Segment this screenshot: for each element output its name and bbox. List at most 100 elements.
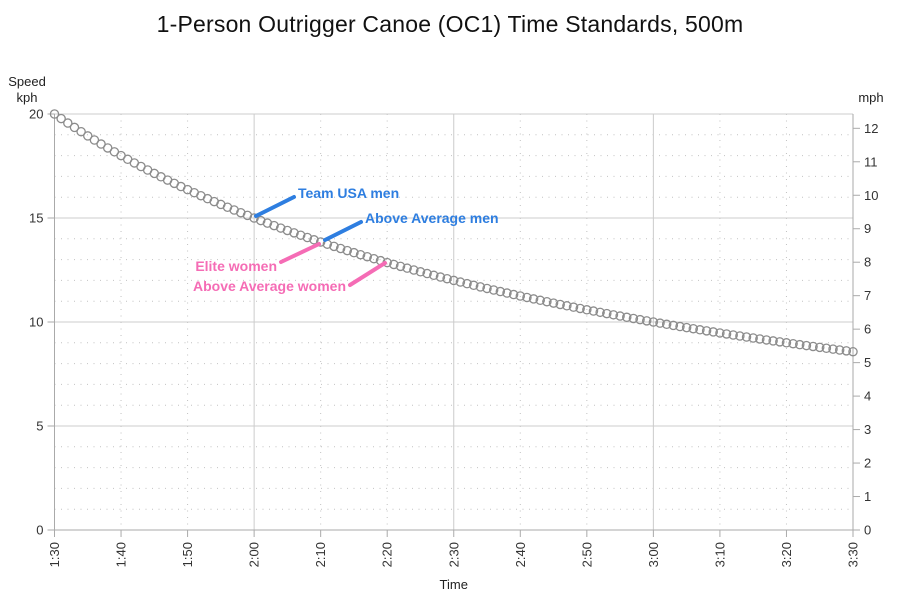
y-right-tick-label: 5: [864, 355, 871, 370]
data-point: [768, 336, 778, 346]
data-point: [455, 277, 466, 287]
data-point: [675, 321, 685, 332]
data-point: [602, 308, 612, 319]
y-right-tick-label: 9: [864, 221, 871, 236]
y-left-tick-label: 0: [36, 523, 43, 538]
data-point: [289, 228, 299, 238]
data-point: [395, 261, 406, 272]
data-point: [256, 215, 266, 226]
data-point: [415, 267, 426, 277]
data-point: [515, 291, 526, 301]
y-right-tick-label: 4: [864, 389, 871, 404]
data-point: [295, 230, 306, 240]
annotation-above-average-women-label: Above Average women: [193, 278, 346, 294]
data-point: [622, 312, 632, 323]
data-point: [715, 328, 725, 338]
annotation-elite-women-label: Elite women: [195, 258, 277, 274]
x-tick-label: 2:00: [247, 542, 262, 567]
annotation-elite-women-leader-line: [279, 242, 321, 264]
data-point: [834, 345, 845, 355]
data-point: [275, 223, 286, 233]
data-point: [422, 268, 432, 279]
data-point: [508, 289, 519, 300]
data-point: [575, 303, 585, 314]
x-tick-label: 2:50: [579, 542, 594, 567]
data-point: [641, 316, 652, 326]
data-point: [562, 301, 572, 311]
data-point: [468, 280, 479, 291]
data-point: [409, 265, 419, 275]
data-point: [475, 282, 486, 292]
data-point: [429, 270, 439, 281]
y-left-tick-label: 20: [29, 107, 43, 122]
x-tick-label: 3:30: [846, 542, 861, 567]
data-point: [315, 237, 326, 247]
data-point: [495, 286, 506, 297]
data-point: [801, 340, 812, 351]
data-point: [708, 327, 719, 337]
y-left-tick-label: 10: [29, 315, 43, 330]
data-point: [335, 243, 346, 254]
data-point: [528, 294, 539, 304]
data-point: [342, 245, 353, 256]
data-point: [688, 323, 699, 334]
data-point: [781, 338, 792, 348]
y-right-axis-title-mph: mph: [858, 90, 883, 105]
data-point: [249, 213, 259, 223]
y-right-tick-label: 6: [864, 322, 871, 337]
data-point: [695, 325, 705, 335]
x-axis-title-time: Time: [440, 577, 468, 592]
data-point: [76, 126, 86, 137]
data-point: [63, 118, 73, 128]
y-right-tick-label: 10: [864, 188, 878, 203]
data-point: [701, 326, 712, 336]
y-right-tick-label: 0: [864, 523, 871, 538]
y-right-tick-label: 1: [864, 489, 871, 504]
y-right-tick-label: 7: [864, 288, 871, 303]
data-point: [269, 220, 279, 231]
data-point: [821, 343, 832, 354]
data-point: [49, 109, 60, 119]
data-point: [369, 253, 379, 264]
chart-title: 1-Person Outrigger Canoe (OC1) Time Stan…: [156, 11, 744, 37]
data-point: [661, 319, 672, 330]
data-point: [542, 296, 552, 307]
data-point: [628, 313, 639, 324]
data-point: [588, 306, 599, 316]
data-point: [83, 131, 93, 141]
data-point: [608, 310, 619, 320]
data-point: [741, 332, 752, 342]
data-point: [668, 320, 679, 331]
data-point: [548, 298, 559, 308]
annotation-team-usa-men-leader-line: [254, 195, 296, 218]
y-right-tick-label: 2: [864, 456, 871, 471]
x-tick-label: 1:50: [180, 542, 195, 567]
data-point: [568, 302, 579, 312]
x-tick-label: 3:20: [779, 542, 794, 567]
data-point: [648, 317, 659, 327]
x-tick-label: 2:20: [380, 542, 395, 567]
data-point: [655, 318, 665, 328]
data-point: [402, 263, 412, 273]
data-point: [535, 295, 546, 306]
data-point: [755, 334, 765, 344]
data-point: [735, 331, 745, 341]
x-tick-label: 3:10: [712, 542, 727, 567]
data-point: [814, 342, 825, 353]
data-point: [262, 218, 273, 228]
data-point: [355, 249, 366, 260]
y-left-axis-title-kph: kph: [17, 90, 38, 105]
data-point: [69, 122, 80, 133]
x-tick-label: 2:30: [446, 542, 461, 567]
data-point: [309, 235, 319, 245]
y-right-tick-label: 3: [864, 422, 871, 437]
data-point: [448, 275, 459, 286]
x-tick-label: 2:10: [313, 542, 328, 567]
data-point: [841, 346, 852, 356]
y-left-tick-label: 5: [36, 419, 43, 434]
annotation-above-average-men-label: Above Average men: [365, 210, 499, 226]
data-point: [808, 341, 818, 352]
x-tick-label: 2:40: [513, 542, 528, 567]
